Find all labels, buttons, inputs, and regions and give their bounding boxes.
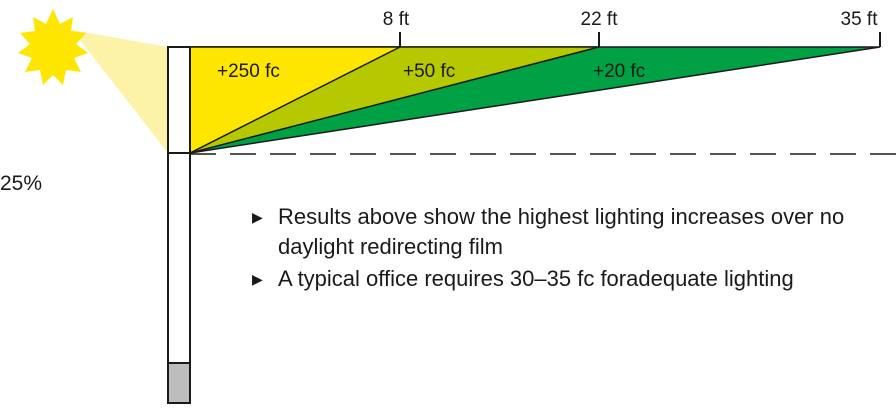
wall-section — [167, 152, 191, 364]
note-text: Results above show the highest lighting … — [278, 204, 845, 259]
note-text: A typical office requires 30–35 fc forad… — [278, 266, 794, 291]
window-upper-pane — [167, 46, 191, 154]
increase-label-50fc: +50 fc — [403, 61, 455, 82]
triangle-right-icon: ▶ — [252, 271, 263, 287]
increase-label-250fc: +250 fc — [217, 61, 280, 82]
distance-label-8ft: 8 ft — [383, 9, 410, 30]
sunlight-beam — [72, 30, 168, 153]
distance-label-35ft: 35 ft — [841, 9, 879, 30]
increase-label-20fc: +20 fc — [593, 61, 645, 82]
transmission-label: 25% — [0, 172, 42, 195]
notes-list: ▶ Results above show the highest lightin… — [248, 202, 848, 296]
window-lower-pane — [167, 362, 191, 404]
note-item: ▶ A typical office requires 30–35 fc for… — [248, 264, 848, 294]
note-item: ▶ Results above show the highest lightin… — [248, 202, 848, 262]
sun-icon — [18, 9, 88, 85]
distance-label-22ft: 22 ft — [581, 9, 619, 30]
triangle-right-icon: ▶ — [252, 209, 263, 225]
